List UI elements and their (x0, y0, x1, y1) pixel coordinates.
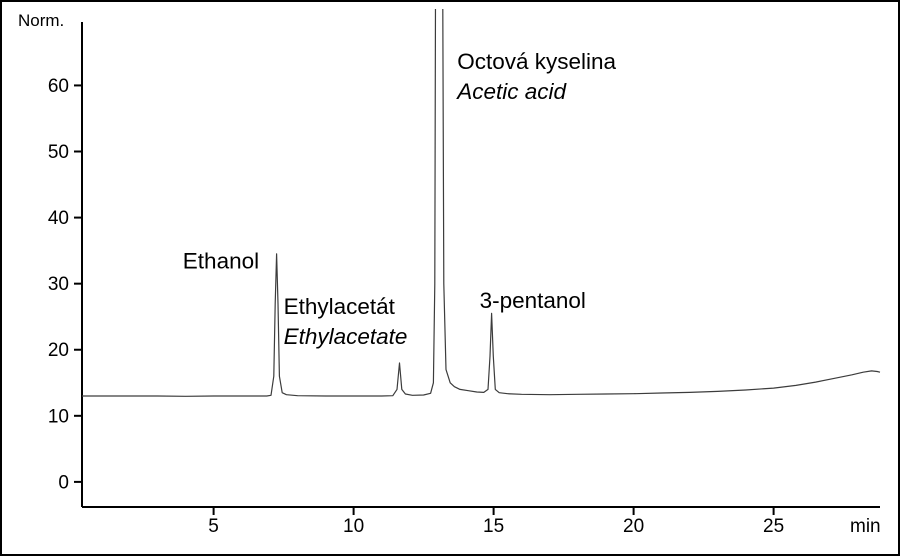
x-tick-label: 25 (763, 516, 784, 537)
y-tick-label: 50 (48, 142, 69, 163)
peak-annotations: Ethanol Ethylacetát Ethylacetate Octová kys… (183, 49, 617, 349)
y-tick-label: 10 (48, 406, 69, 427)
y-tick-label: 30 (48, 274, 69, 295)
peak-label-line: Acetic acid (455, 79, 567, 104)
tick-marks: 0 10 20 30 40 50 60 5 10 15 20 25 (48, 76, 784, 537)
peak-label-line: Ethanol (183, 248, 259, 273)
signal-trace-group (82, 9, 881, 397)
x-tick-label: 20 (623, 516, 644, 537)
x-tick-label: 5 (208, 516, 219, 537)
y-tick-label: 60 (48, 76, 69, 97)
peak-label-ethylacetate: Ethylacetát Ethylacetate (284, 294, 408, 349)
signal-trace (82, 9, 881, 397)
peak-label-line: Ethylacetate (284, 324, 408, 349)
peak-label-line: Ethylacetát (284, 294, 396, 319)
peak-label-pentanol: 3-pentanol (480, 288, 586, 313)
axes (81, 22, 880, 508)
peak-label-line: 3-pentanol (480, 288, 586, 313)
y-tick-label: 20 (48, 340, 69, 361)
x-tick-label: 10 (343, 516, 364, 537)
peak-label-ethanol: Ethanol (183, 248, 259, 273)
x-tick-label: 15 (483, 516, 504, 537)
y-tick-label: 40 (48, 208, 69, 229)
y-axis-title: Norm. (18, 11, 64, 30)
y-tick-label: 0 (58, 472, 69, 493)
x-axis-unit: min (850, 516, 881, 537)
peak-label-line: Octová kyselina (457, 49, 616, 74)
peak-label-acetic-acid: Octová kyselina Acetic acid (455, 49, 616, 104)
